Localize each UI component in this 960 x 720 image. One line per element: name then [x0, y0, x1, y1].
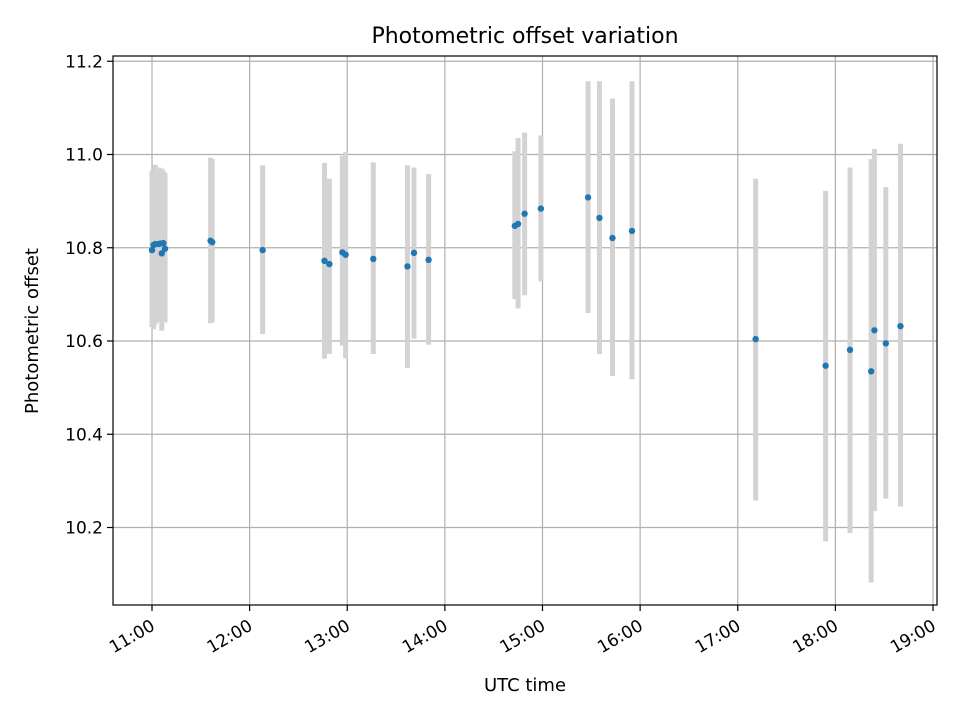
- x-tick-label: 19:00: [887, 616, 939, 658]
- error-bars: [149, 81, 903, 583]
- data-point: [326, 260, 333, 268]
- x-tick-label: 11:00: [106, 616, 158, 658]
- y-tick-label: 10.6: [65, 332, 103, 352]
- data-point: [584, 194, 592, 201]
- y-axis-ticks: 10.2 10.4 10.6 10.8 11.0 11.2: [65, 52, 113, 539]
- x-tick-label: 16:00: [594, 616, 646, 658]
- data-point: [846, 346, 854, 354]
- data-point: [425, 256, 432, 264]
- data-point: [609, 234, 616, 242]
- y-tick-label: 10.4: [65, 425, 103, 445]
- data-point: [370, 255, 377, 263]
- data-point: [537, 205, 545, 212]
- y-tick-label: 11.0: [65, 146, 103, 166]
- x-tick-label: 14:00: [399, 616, 451, 658]
- chart-title: Photometric offset variation: [371, 24, 678, 49]
- y-tick-label: 11.2: [65, 52, 103, 72]
- data-point: [628, 227, 636, 235]
- data-point: [882, 340, 890, 347]
- x-tick-label: 12:00: [204, 616, 256, 658]
- data-point: [867, 368, 875, 375]
- x-tick-label: 17:00: [692, 616, 744, 658]
- data-point: [321, 257, 328, 265]
- y-tick-label: 10.2: [65, 519, 103, 539]
- data-point: [161, 245, 169, 252]
- data-point: [148, 246, 156, 254]
- data-point: [160, 239, 167, 247]
- x-axis-ticks: 11:00 12:00 13:00 14:00 15:00 16:00 17:00 18:00…: [106, 605, 940, 658]
- data-point: [342, 251, 349, 258]
- x-axis-label: UTC time: [484, 675, 566, 696]
- data-points: [148, 194, 904, 375]
- x-tick-label: 15:00: [497, 616, 549, 658]
- data-point: [871, 327, 878, 334]
- data-point: [752, 335, 759, 343]
- x-tick-label: 18:00: [789, 616, 841, 658]
- data-point: [404, 263, 411, 270]
- y-axis-label: Photometric offset: [22, 248, 43, 414]
- data-point: [514, 220, 522, 228]
- x-tick-label: 13:00: [301, 616, 353, 658]
- data-point: [259, 246, 266, 254]
- plot-frame: [112, 55, 938, 606]
- data-point: [822, 362, 829, 369]
- data-point: [596, 214, 603, 222]
- data-point: [209, 238, 216, 246]
- data-point: [521, 210, 528, 217]
- data-point: [897, 322, 904, 330]
- data-point: [158, 250, 165, 257]
- data-point: [410, 249, 418, 257]
- y-tick-label: 10.8: [65, 239, 103, 259]
